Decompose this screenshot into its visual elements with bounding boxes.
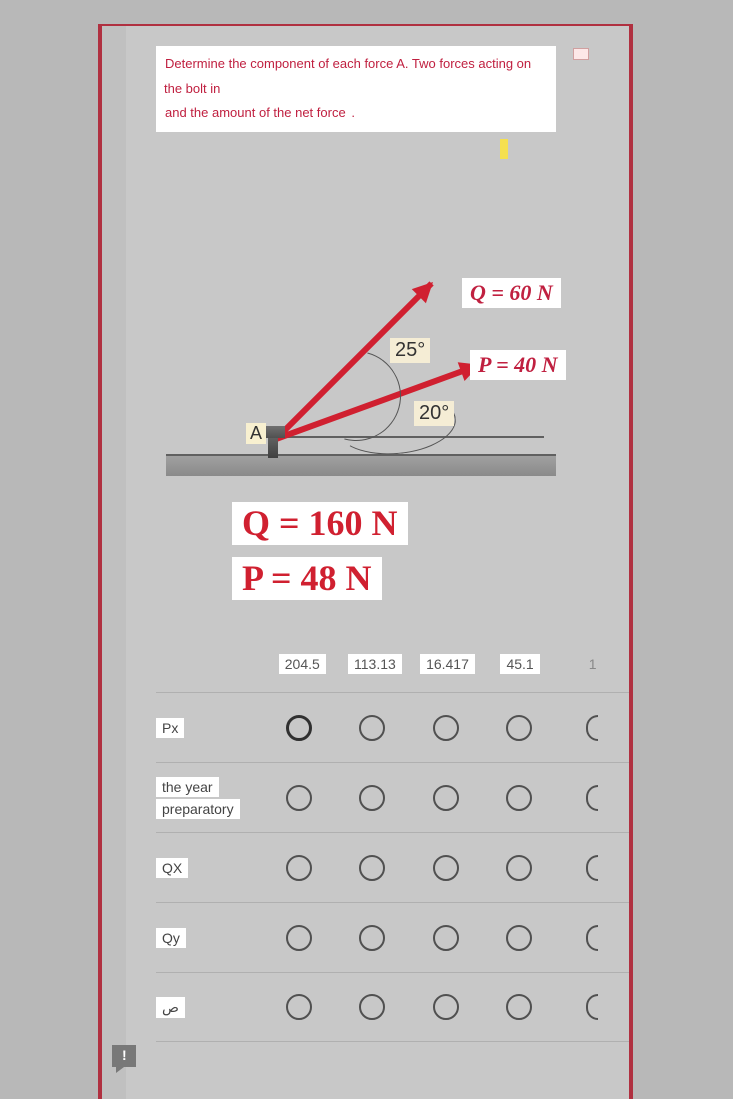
radio-cell [409, 855, 482, 881]
row-label: ص [156, 996, 262, 1019]
radio-cell [482, 715, 555, 741]
angle-25: 25° [390, 338, 430, 363]
table-row: Qy [156, 902, 629, 972]
radio-cell [482, 994, 555, 1020]
radio-option[interactable] [359, 925, 385, 951]
table-row: Px [156, 692, 629, 762]
radio-cell [556, 715, 629, 741]
radio-cell [409, 994, 482, 1020]
question-line-1: Determine the component of each force A.… [164, 54, 531, 98]
radio-option[interactable] [433, 855, 459, 881]
row-label: QX [156, 857, 262, 879]
col-header: 1 [556, 656, 629, 672]
radio-option[interactable] [586, 994, 598, 1020]
point-a-label: A [246, 423, 266, 444]
radio-option[interactable] [286, 715, 312, 741]
radio-option[interactable] [586, 785, 598, 811]
radio-option[interactable] [359, 715, 385, 741]
radio-cell [409, 715, 482, 741]
radio-cell [262, 715, 335, 741]
force-q-label: Q = 60 N [462, 278, 561, 308]
column-headers: 204.5 113.13 16.417 45.1 1 [156, 656, 629, 672]
radio-cell [262, 855, 335, 881]
table-row: ص [156, 972, 629, 1042]
radio-cell [262, 994, 335, 1020]
radio-option[interactable] [433, 994, 459, 1020]
content-area: Determine the component of each force A.… [126, 26, 629, 1099]
radio-option[interactable] [359, 994, 385, 1020]
radio-cell [409, 785, 482, 811]
radio-cell [482, 925, 555, 951]
answer-grid: 204.5 113.13 16.417 45.1 1 Px the yearpre… [156, 656, 629, 1042]
radio-option[interactable] [433, 715, 459, 741]
angle-20: 20° [414, 401, 454, 426]
radio-option[interactable] [286, 994, 312, 1020]
handwritten-p: P = 48 N [232, 557, 382, 600]
radio-cell [262, 925, 335, 951]
radio-option[interactable] [586, 925, 598, 951]
radio-option[interactable] [286, 925, 312, 951]
row-label: Px [156, 717, 262, 739]
question-card: Determine the component of each force A.… [98, 24, 633, 1099]
col-header: 16.417 [411, 656, 484, 672]
radio-option[interactable] [433, 785, 459, 811]
radio-option[interactable] [586, 855, 598, 881]
radio-cell [336, 994, 409, 1020]
radio-cell [556, 925, 629, 951]
radio-option[interactable] [359, 785, 385, 811]
radio-cell [336, 785, 409, 811]
radio-cell [409, 925, 482, 951]
table-row: the yearpreparatory [156, 762, 629, 832]
highlight-mark [500, 139, 508, 159]
radio-option[interactable] [506, 994, 532, 1020]
handwritten-q: Q = 160 N [232, 502, 408, 545]
table-row: QX [156, 832, 629, 902]
col-header: 113.13 [339, 656, 412, 672]
radio-cell [262, 785, 335, 811]
radio-cell [482, 785, 555, 811]
question-text: Determine the component of each force A.… [156, 46, 556, 132]
ground [166, 454, 556, 476]
radio-cell [556, 994, 629, 1020]
radio-option[interactable] [506, 925, 532, 951]
radio-cell [556, 855, 629, 881]
radio-cell [336, 855, 409, 881]
radio-option[interactable] [506, 855, 532, 881]
row-label: Qy [156, 927, 262, 949]
radio-cell [482, 855, 555, 881]
question-line-2: and the amount of the net force [164, 103, 347, 122]
radio-option[interactable] [286, 785, 312, 811]
col-header: 204.5 [266, 656, 339, 672]
radio-cell [336, 925, 409, 951]
force-p-label: P = 40 N [470, 350, 566, 380]
col-header: 45.1 [484, 656, 557, 672]
row-label: the yearpreparatory [156, 776, 262, 820]
radio-cell [336, 715, 409, 741]
flag-icon[interactable] [573, 48, 589, 60]
radio-option[interactable] [506, 715, 532, 741]
radio-option[interactable] [433, 925, 459, 951]
radio-option[interactable] [359, 855, 385, 881]
force-diagram: A 25° 20° Q = 60 N P = 40 N [166, 246, 566, 496]
radio-option[interactable] [506, 785, 532, 811]
radio-option[interactable] [286, 855, 312, 881]
feedback-icon[interactable] [112, 1045, 136, 1067]
radio-option[interactable] [586, 715, 598, 741]
radio-cell [556, 785, 629, 811]
